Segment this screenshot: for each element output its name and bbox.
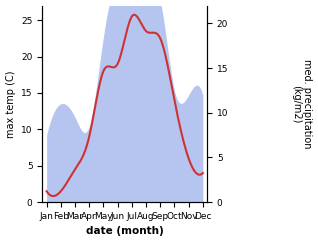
- Y-axis label: max temp (C): max temp (C): [5, 70, 16, 138]
- Y-axis label: med. precipitation
(kg/m2): med. precipitation (kg/m2): [291, 59, 313, 149]
- X-axis label: date (month): date (month): [86, 227, 163, 236]
